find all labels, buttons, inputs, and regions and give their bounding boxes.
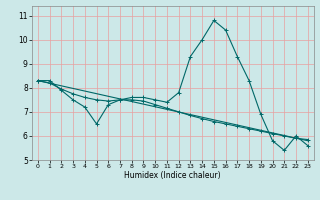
X-axis label: Humidex (Indice chaleur): Humidex (Indice chaleur) (124, 171, 221, 180)
